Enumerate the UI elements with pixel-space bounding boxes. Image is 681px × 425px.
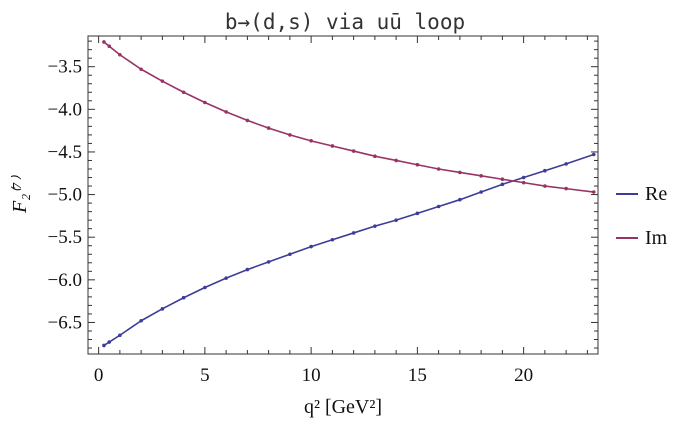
data-point-re xyxy=(521,175,526,180)
legend-label-im: Im xyxy=(645,227,668,249)
data-point-im xyxy=(500,177,505,182)
data-point-im xyxy=(288,133,292,137)
legend: Re Im xyxy=(616,183,668,249)
data-point-im xyxy=(415,162,420,167)
data-point-im xyxy=(309,139,313,143)
data-point-re xyxy=(330,237,335,242)
chart-title: b→(d,s) via uū loop xyxy=(225,10,465,34)
data-point-im xyxy=(102,40,106,44)
x-tick-label: 10 xyxy=(302,365,321,386)
data-point-im xyxy=(160,79,165,83)
y-tick-label: −5.5 xyxy=(48,227,82,248)
x-tick-label: 20 xyxy=(514,365,533,386)
data-point-im xyxy=(181,90,186,95)
axis-ticks xyxy=(88,36,598,354)
data-point-re xyxy=(543,168,547,173)
data-point-re xyxy=(181,295,186,300)
y-axis-label: F₂⁽⁷⁾ xyxy=(9,175,31,214)
y-tick-label: −4.0 xyxy=(48,99,82,120)
y-tick-label: −3.5 xyxy=(48,57,82,78)
data-point-re xyxy=(266,260,271,264)
data-point-im xyxy=(373,154,377,159)
data-point-im xyxy=(245,118,250,123)
data-point-im xyxy=(107,44,112,49)
data-point-re xyxy=(351,231,356,235)
data-point-im xyxy=(266,126,271,130)
x-tick-label: 15 xyxy=(408,365,427,386)
data-point-re xyxy=(203,285,207,290)
data-point-re xyxy=(591,152,596,157)
data-point-im xyxy=(394,158,398,163)
data-point-im xyxy=(351,149,356,153)
data-point-re xyxy=(373,224,377,228)
data-point-re xyxy=(160,307,165,311)
data-point-re xyxy=(458,197,462,202)
series-layer xyxy=(102,40,596,348)
data-point-im xyxy=(458,170,462,175)
x-axis-label: q² [GeV²] xyxy=(304,396,382,418)
data-point-re xyxy=(107,340,112,344)
series-line-im xyxy=(103,41,594,193)
data-point-im xyxy=(521,180,526,185)
data-point-re xyxy=(139,318,143,323)
y-tick-label: −6.0 xyxy=(48,270,82,291)
x-tick-labels: 0 5 10 15 20 xyxy=(94,365,533,386)
data-point-im xyxy=(479,174,483,178)
data-point-re xyxy=(415,211,420,216)
data-point-im xyxy=(224,110,228,114)
data-point-re xyxy=(224,276,228,280)
data-point-im xyxy=(330,144,335,148)
plot-frame xyxy=(87,35,599,355)
data-point-im xyxy=(543,184,547,188)
data-point-im xyxy=(591,190,596,194)
data-point-re xyxy=(479,190,483,194)
y-tick-label: −6.5 xyxy=(48,312,82,333)
data-point-re xyxy=(564,162,568,166)
y-tick-label: −4.5 xyxy=(48,142,82,163)
series-line-re xyxy=(103,153,595,347)
data-point-re xyxy=(245,267,250,272)
data-point-re xyxy=(394,218,398,222)
data-point-im xyxy=(436,167,441,171)
legend-label-re: Re xyxy=(645,183,667,205)
y-tick-labels: −3.5 −4.0 −4.5 −5.0 −5.5 −6.0 −6.5 xyxy=(48,57,82,334)
data-point-im xyxy=(564,186,568,191)
y-tick-label: −5.0 xyxy=(48,185,82,206)
data-point-re xyxy=(309,244,313,249)
x-tick-label: 5 xyxy=(200,365,210,386)
data-point-re xyxy=(288,252,292,257)
data-point-im xyxy=(139,67,143,72)
data-point-re xyxy=(118,333,122,338)
data-point-re xyxy=(500,182,505,187)
data-point-re xyxy=(436,204,441,209)
data-point-im xyxy=(118,52,122,57)
x-tick-label: 0 xyxy=(94,365,104,386)
data-point-re xyxy=(102,343,106,348)
data-point-im xyxy=(203,100,207,105)
